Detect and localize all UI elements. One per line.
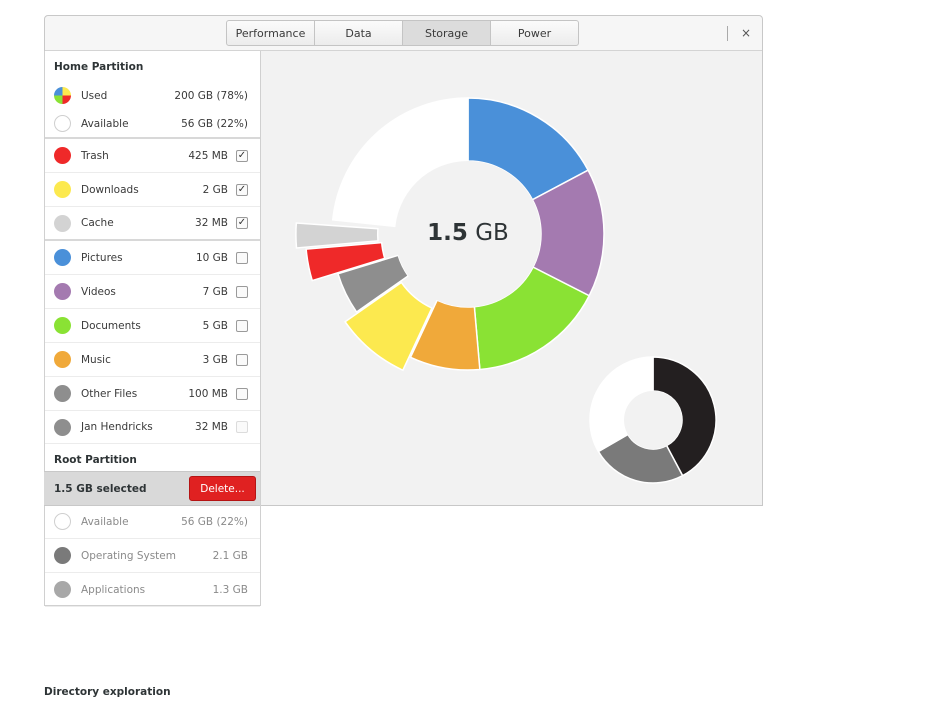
slice-trash[interactable] bbox=[305, 241, 386, 282]
item-size: 7 GB bbox=[202, 285, 228, 298]
item-size: 3 GB bbox=[202, 353, 228, 366]
list-item-videos[interactable]: Videos 7 GB bbox=[45, 275, 260, 309]
color-swatch-icon bbox=[54, 214, 71, 232]
item-size: 5 GB bbox=[202, 319, 228, 332]
item-label: Applications bbox=[81, 583, 146, 596]
list-item-jan-hendricks[interactable]: Jan Hendricks 32 MB bbox=[45, 411, 260, 444]
item-size: 32 MB bbox=[195, 421, 228, 433]
item-size: 56 GB (22%) bbox=[181, 515, 248, 528]
item-checkbox[interactable]: ✓ bbox=[236, 183, 248, 196]
list-item-music[interactable]: Music 3 GB bbox=[45, 343, 260, 377]
selected-size-label: 1.5 GB selected bbox=[54, 482, 147, 495]
list-item-other-files[interactable]: Other Files 100 MB bbox=[45, 377, 260, 411]
item-label: Music bbox=[81, 353, 111, 366]
list-item-root-operating-system[interactable]: Operating System 2.1 GB bbox=[45, 539, 260, 573]
header-bar: Performance Data Storage Power × bbox=[45, 16, 762, 51]
item-label: Documents bbox=[81, 319, 141, 332]
storage-ring-chart bbox=[295, 97, 717, 484]
tab-storage[interactable]: Storage bbox=[402, 20, 491, 46]
item-label: Videos bbox=[81, 285, 116, 298]
view-switcher: Performance Data Storage Power bbox=[226, 20, 579, 46]
sidebar: Home Partition Used 200 GB (78%) Available… bbox=[44, 51, 261, 607]
list-item-pictures[interactable]: Pictures 10 GB bbox=[45, 241, 260, 275]
item-label: Other Files bbox=[81, 387, 138, 400]
item-label: Cache bbox=[81, 217, 114, 229]
color-swatch-icon bbox=[54, 283, 71, 300]
chart-center-label: 1.5 GB bbox=[396, 220, 540, 246]
item-size: 56 GB (22%) bbox=[181, 117, 248, 130]
list-item-documents[interactable]: Documents 5 GB bbox=[45, 309, 260, 343]
item-checkbox[interactable] bbox=[236, 285, 248, 298]
tab-performance[interactable]: Performance bbox=[226, 20, 315, 46]
list-item-used[interactable]: Used 200 GB (78%) bbox=[45, 81, 260, 110]
item-size: 200 GB (78%) bbox=[174, 89, 248, 102]
item-size: 1.3 GB bbox=[212, 583, 248, 596]
item-label: Available bbox=[81, 515, 129, 528]
item-size: 100 MB bbox=[188, 387, 228, 400]
color-swatch-icon bbox=[54, 317, 71, 334]
item-checkbox[interactable] bbox=[236, 421, 248, 433]
item-size: 425 MB bbox=[188, 149, 228, 162]
slice-downloads[interactable] bbox=[344, 281, 433, 372]
item-label: Used bbox=[81, 89, 108, 102]
tab-power[interactable]: Power bbox=[490, 20, 579, 46]
delete-button[interactable]: Delete... bbox=[189, 476, 256, 501]
color-swatch-icon bbox=[54, 147, 71, 164]
color-swatch-icon bbox=[54, 181, 71, 198]
item-label: Available bbox=[81, 117, 129, 130]
tab-data[interactable]: Data bbox=[314, 20, 403, 46]
color-swatch-icon bbox=[54, 351, 71, 368]
item-size: 2 GB bbox=[202, 183, 228, 196]
list-item-trash[interactable]: Trash 425 MB ✓ bbox=[45, 139, 260, 173]
color-swatch-icon bbox=[54, 513, 71, 530]
item-size: 32 MB bbox=[195, 217, 228, 229]
item-size: 2.1 GB bbox=[212, 549, 248, 562]
color-swatch-icon bbox=[54, 547, 71, 564]
root-ring-hole bbox=[624, 391, 682, 449]
item-label: Operating System bbox=[81, 549, 176, 562]
item-checkbox[interactable]: ✓ bbox=[236, 217, 248, 229]
item-label: Pictures bbox=[81, 251, 123, 264]
slice-cache[interactable] bbox=[295, 222, 379, 249]
item-checkbox[interactable]: ✓ bbox=[236, 149, 248, 162]
item-size: 10 GB bbox=[195, 251, 228, 264]
header-separator bbox=[727, 26, 728, 41]
center-value: 1.5 bbox=[427, 220, 468, 246]
close-icon[interactable]: × bbox=[740, 26, 752, 40]
color-swatch-icon bbox=[54, 581, 71, 598]
item-label: Trash bbox=[81, 149, 109, 162]
color-swatch-icon bbox=[54, 87, 71, 104]
item-label: Jan Hendricks bbox=[81, 421, 153, 433]
selection-action-bar: 1.5 GB selected Delete... bbox=[44, 471, 260, 506]
home-partition-title: Home Partition bbox=[54, 61, 144, 73]
item-checkbox[interactable] bbox=[236, 353, 248, 366]
ring-hole bbox=[395, 161, 541, 307]
list-item-downloads[interactable]: Downloads 2 GB ✓ bbox=[45, 173, 260, 207]
item-checkbox[interactable] bbox=[236, 319, 248, 332]
item-label: Downloads bbox=[81, 183, 139, 196]
list-item-available[interactable]: Available 56 GB (22%) bbox=[45, 110, 260, 139]
color-swatch-icon bbox=[54, 249, 71, 266]
item-checkbox[interactable] bbox=[236, 387, 248, 400]
item-checkbox[interactable] bbox=[236, 251, 248, 264]
center-unit: GB bbox=[475, 220, 509, 246]
list-item-root-applications[interactable]: Applications 1.3 GB bbox=[45, 573, 260, 607]
root-partition-list: Available 56 GB (22%) Operating System 2.1 … bbox=[45, 505, 260, 607]
color-swatch-icon bbox=[54, 385, 71, 402]
color-swatch-icon bbox=[54, 115, 71, 132]
list-item-root-available[interactable]: Available 56 GB (22%) bbox=[45, 505, 260, 539]
list-item-cache[interactable]: Cache 32 MB ✓ bbox=[45, 207, 260, 241]
figure-caption: Directory exploration bbox=[44, 686, 171, 698]
home-partition-list: Used 200 GB (78%) Available 56 GB (22%) Tras… bbox=[45, 81, 260, 444]
color-swatch-icon bbox=[54, 418, 71, 436]
root-partition-title: Root Partition bbox=[54, 454, 137, 466]
